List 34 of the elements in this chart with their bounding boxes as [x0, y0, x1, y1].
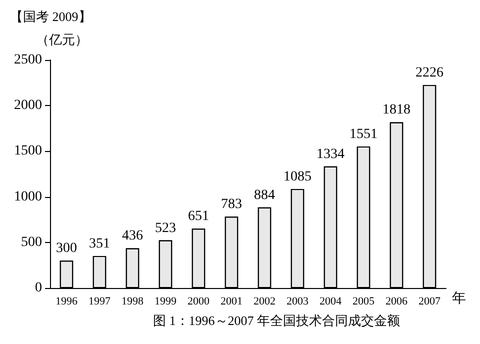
data-label: 436 — [122, 228, 143, 244]
data-label: 1818 — [382, 102, 410, 118]
y-tick-label: 2000 — [14, 98, 42, 114]
x-tick-label: 1997 — [88, 296, 111, 308]
data-label: 884 — [254, 188, 275, 203]
x-tick-label: 2006 — [386, 296, 408, 308]
x-tick-label: 1998 — [122, 296, 144, 308]
x-tick-label: 2000 — [188, 296, 210, 308]
y-tick-label: 1000 — [14, 189, 42, 204]
y-axis-title: （亿元） — [36, 32, 88, 47]
y-tick-label: 2500 — [14, 52, 42, 68]
x-tick-label: 1999 — [154, 296, 177, 308]
data-label: 1085 — [284, 170, 312, 185]
x-axis-title: 年 — [452, 290, 466, 306]
y-tick-label: 1500 — [14, 144, 42, 159]
y-tick-label: 500 — [21, 234, 42, 250]
x-tick-label: 2004 — [320, 296, 342, 308]
data-label: 783 — [221, 197, 242, 212]
data-label: 1551 — [350, 127, 378, 142]
data-label: 2226 — [416, 65, 444, 80]
text: 【国考 2009】 — [10, 9, 92, 24]
x-tick-label: 1996 — [56, 296, 78, 308]
text: 图 1：1996～2007 年全国技术合同成交金额 — [153, 313, 400, 328]
y-tick-label: 0 — [35, 280, 42, 296]
x-tick-label: 2007 — [418, 296, 441, 308]
data-label: 351 — [89, 236, 110, 252]
data-label: 651 — [188, 209, 209, 224]
x-tick-label: 2002 — [254, 296, 276, 308]
data-label: 1334 — [316, 146, 344, 162]
x-tick-label: 2003 — [286, 296, 309, 308]
x-tick-label: 2005 — [352, 296, 375, 308]
x-tick-label: 2001 — [220, 296, 242, 308]
data-label: 523 — [155, 220, 176, 236]
data-label: 300 — [56, 241, 77, 256]
